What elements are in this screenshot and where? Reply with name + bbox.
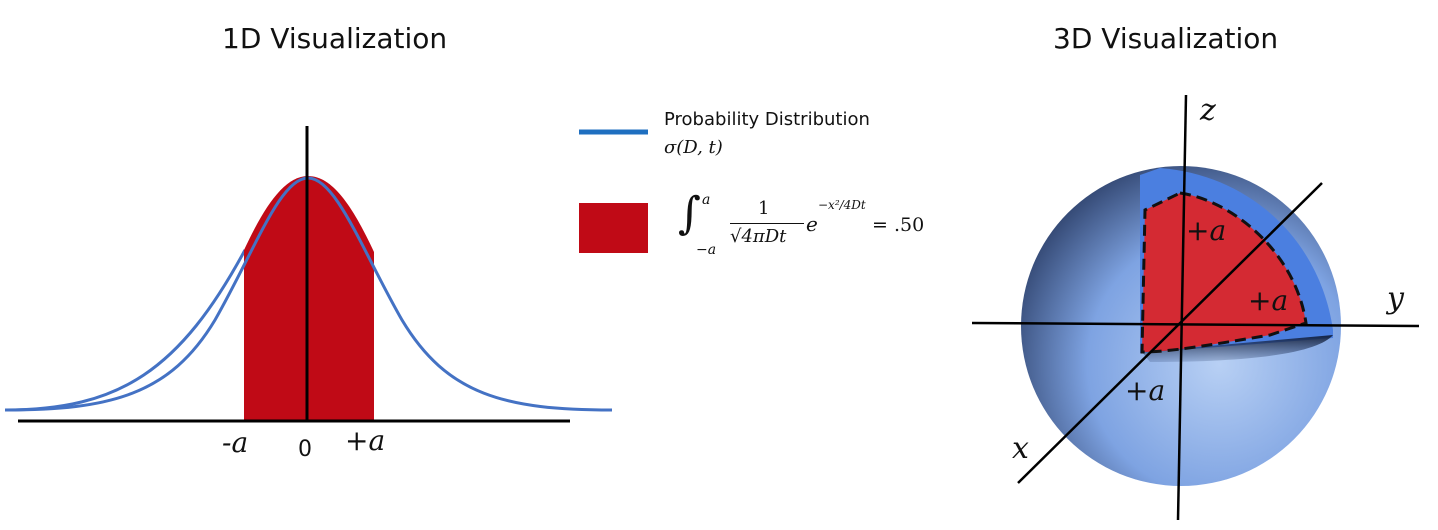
cut-shadow bbox=[1142, 335, 1333, 362]
label-a-bottom: +a bbox=[1125, 374, 1165, 407]
integral-upper: a bbox=[702, 192, 711, 208]
axis-label-y: y bbox=[1385, 281, 1405, 316]
integral-sign: ∫ bbox=[678, 188, 701, 239]
title-1d: 1D Visualization bbox=[222, 22, 448, 55]
equals-value: = .50 bbox=[872, 214, 925, 236]
tick-minus-a: -a bbox=[222, 426, 248, 459]
gaussian-area-fill bbox=[244, 176, 374, 420]
z-axis-3d bbox=[1176, 94, 1188, 521]
exp-base: e bbox=[806, 212, 818, 236]
axis-label-z: z bbox=[1199, 93, 1216, 128]
exponent: −x²/4Dt bbox=[818, 198, 866, 212]
axis-label-x: x bbox=[1012, 431, 1029, 466]
label-a-top: +a bbox=[1186, 214, 1226, 247]
integral-lower: −a bbox=[696, 242, 717, 258]
legend-line-symbol: σ(D, t) bbox=[664, 137, 723, 158]
label-a-right: +a bbox=[1248, 284, 1288, 317]
fraction-numerator: 1 bbox=[758, 198, 770, 219]
tick-plus-a: +a bbox=[345, 424, 385, 457]
legend-area-formula: ∫ a −a 1 √4πDt e −x²/4Dt = .50 bbox=[678, 188, 948, 262]
y-axis-3d bbox=[971, 321, 1420, 328]
x-axis-3d bbox=[1017, 182, 1323, 484]
fraction-bar bbox=[730, 223, 804, 224]
fraction-denominator: √4πDt bbox=[730, 226, 787, 247]
legend-area-swatch bbox=[579, 203, 648, 253]
legend-line-label: Probability Distribution bbox=[664, 109, 870, 130]
tick-zero: 0 bbox=[298, 437, 312, 462]
title-3d: 3D Visualization bbox=[1053, 22, 1279, 55]
